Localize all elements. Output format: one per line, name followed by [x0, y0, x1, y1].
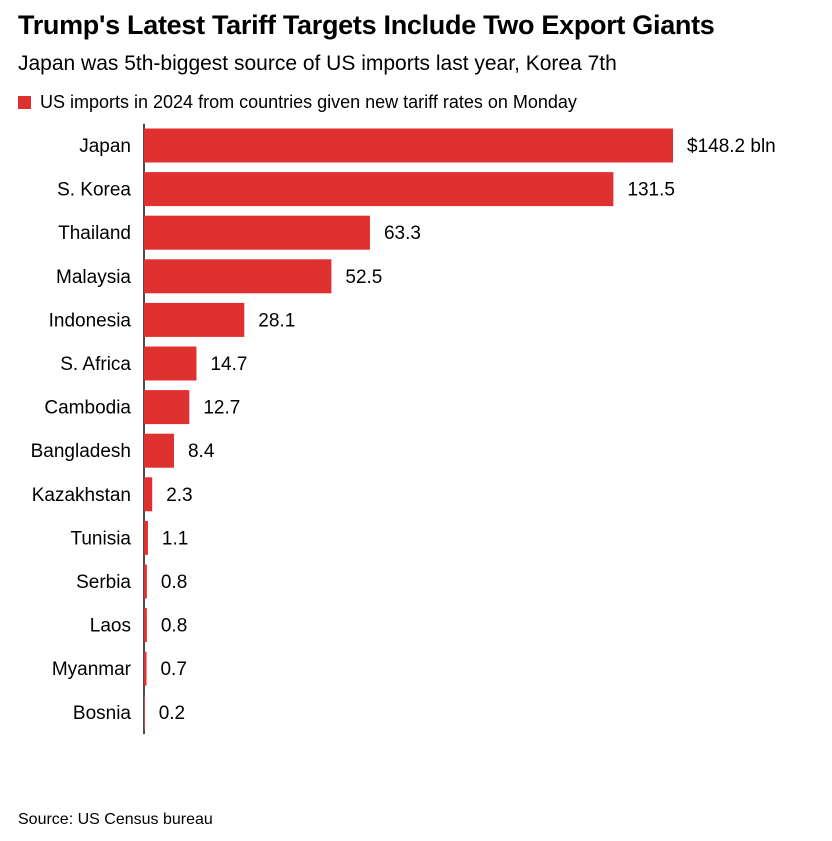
bar — [144, 608, 147, 643]
category-label: Indonesia — [49, 310, 132, 331]
bar — [144, 172, 614, 207]
bar — [144, 520, 148, 555]
bar — [144, 259, 332, 294]
bar — [144, 433, 174, 468]
legend-swatch — [18, 96, 31, 109]
category-label: Bangladesh — [31, 441, 131, 462]
bar — [144, 128, 673, 163]
chart-subtitle: Japan was 5th-biggest source of US impor… — [18, 52, 617, 75]
value-label: 8.4 — [188, 441, 215, 462]
category-label: Tunisia — [70, 528, 131, 549]
category-label: Japan — [79, 136, 131, 157]
category-label: Bosnia — [73, 703, 132, 724]
value-label: $148.2 bln — [687, 136, 776, 157]
source-note: Source: US Census bureau — [18, 811, 213, 828]
category-label: Kazakhstan — [32, 485, 131, 506]
bar — [144, 390, 190, 425]
value-label: 0.8 — [161, 616, 187, 637]
value-label: 131.5 — [627, 180, 675, 201]
value-label: 0.7 — [160, 659, 186, 680]
bar — [144, 651, 147, 686]
category-label: S. Africa — [60, 354, 131, 375]
bar — [144, 346, 197, 381]
bar-chart: Japan $148.2 bln S. Korea 131.5 Thailand 63.3… — [31, 123, 776, 735]
value-label: 2.3 — [166, 485, 192, 506]
category-label: Malaysia — [56, 267, 131, 288]
category-label: Laos — [90, 616, 131, 637]
bar — [144, 695, 145, 730]
value-label: 1.1 — [162, 528, 188, 549]
bar — [144, 215, 370, 250]
value-label: 14.7 — [210, 354, 247, 375]
category-label: Serbia — [76, 572, 131, 593]
bar — [144, 477, 153, 512]
value-label: 0.2 — [159, 703, 185, 724]
chart-title: Trump's Latest Tariff Targets Include Tw… — [18, 10, 715, 40]
bar — [144, 564, 147, 599]
category-label: Thailand — [58, 223, 131, 244]
value-label: 12.7 — [203, 398, 240, 419]
legend: US imports in 2024 from countries given … — [18, 92, 577, 113]
value-label: 28.1 — [258, 310, 295, 331]
category-label: S. Korea — [57, 180, 131, 201]
value-label: 0.8 — [161, 572, 187, 593]
legend-label: US imports in 2024 from countries given … — [40, 92, 577, 112]
value-label: 52.5 — [345, 267, 382, 288]
value-label: 63.3 — [384, 223, 421, 244]
category-label: Cambodia — [44, 398, 131, 419]
bar — [144, 302, 245, 337]
category-label: Myanmar — [52, 659, 132, 680]
